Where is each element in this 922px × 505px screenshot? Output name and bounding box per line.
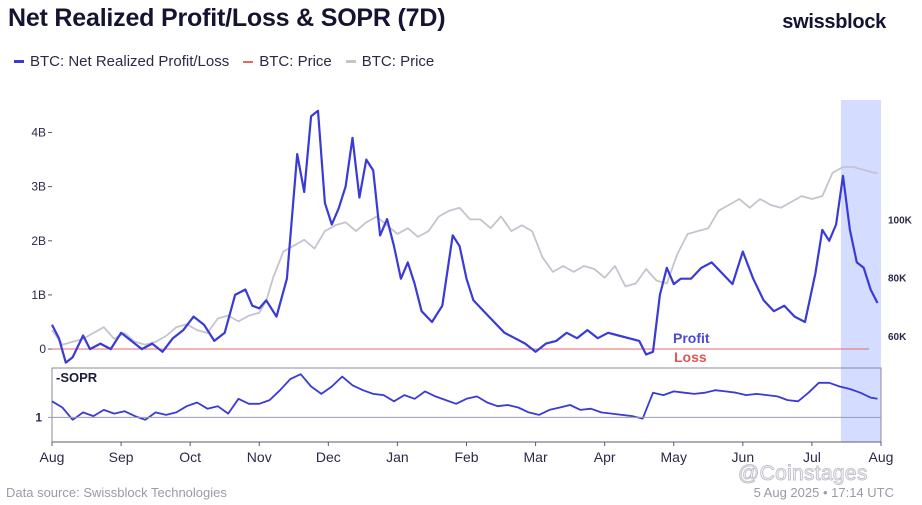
left-axis-tick-label: 3B: [31, 180, 46, 194]
x-axis-tick-label: Jun: [732, 449, 755, 465]
left-axis-tick-label: 1B: [31, 288, 46, 302]
legend-item-price-gray[interactable]: BTC: Price: [345, 53, 435, 70]
right-axis-tick-label: 100K: [888, 215, 913, 226]
left-axis-tick-label: 2B: [31, 234, 46, 248]
profit-label: Profit: [673, 330, 710, 346]
sopr-series-line: [51, 373, 878, 421]
legend-item-profit-loss[interactable]: BTC: Net Realized Profit/Loss: [14, 53, 229, 70]
highlight-layer: [840, 100, 881, 442]
sopr-panel-label: -SOPR: [56, 370, 98, 385]
left-axis-tick-label: 4B: [31, 125, 46, 139]
x-axis-tick-label: Dec: [316, 449, 341, 465]
axes-layer: 0 1B 2B 3B 4B 60K 80K 100K 1 Aug Sep Oct Nov Dec Jan Fe…: [31, 125, 912, 465]
left-axis-tick-label: 0: [39, 342, 46, 356]
chart-title: Net Realized Profit/Loss & SOPR (7D): [8, 4, 446, 32]
sopr-panel-frame: [51, 367, 882, 443]
x-axis-tick-label: May: [661, 449, 687, 465]
legend-swatch-price-red: [243, 60, 254, 63]
annotation-layer: Profit Loss -SOPR: [56, 330, 710, 385]
highlight-band: [840, 100, 881, 442]
legend: BTC: Net Realized Profit/Loss BTC: Price…: [14, 53, 448, 70]
x-axis-tick-label: Sep: [109, 449, 134, 465]
legend-item-price-red[interactable]: BTC: Price: [243, 53, 332, 70]
x-axis-tick-label: Feb: [454, 449, 478, 465]
x-axis-tick-label: Nov: [247, 449, 272, 465]
x-axis-tick-label: Oct: [179, 449, 201, 465]
x-axis-tick-label: Jan: [386, 449, 409, 465]
watermark: @Coinstages: [738, 462, 868, 486]
brand-logo: swissblock: [782, 11, 886, 33]
legend-label-price-gray: BTC: Price: [361, 53, 435, 70]
legend-label-profit-loss: BTC: Net Realized Profit/Loss: [30, 53, 230, 70]
legend-label-price-red: BTC: Price: [259, 53, 332, 70]
x-axis-tick-label: Aug: [40, 449, 65, 465]
sopr-tick-label: 1: [35, 410, 42, 424]
series-layer: [51, 109, 879, 421]
frame-layer: [51, 367, 882, 443]
legend-swatch-profit-loss: [14, 60, 24, 63]
x-axis-tick-label: Aug: [869, 449, 894, 465]
x-axis-tick-label: Mar: [524, 449, 548, 465]
timestamp: 5 Aug 2025 • 17:14 UTC: [753, 485, 894, 500]
legend-swatch-price-gray: [345, 60, 356, 63]
price-series-line: [51, 166, 878, 346]
right-axis-tick-label: 60K: [888, 332, 907, 343]
data-source: Data source: Swissblock Technologies: [6, 485, 227, 500]
profit-loss-series-line: [51, 109, 879, 364]
x-axis-tick-label: Apr: [594, 449, 616, 465]
right-axis-tick-label: 80K: [888, 274, 907, 285]
x-axis-tick-label: Jul: [803, 449, 821, 465]
loss-label: Loss: [674, 349, 707, 365]
